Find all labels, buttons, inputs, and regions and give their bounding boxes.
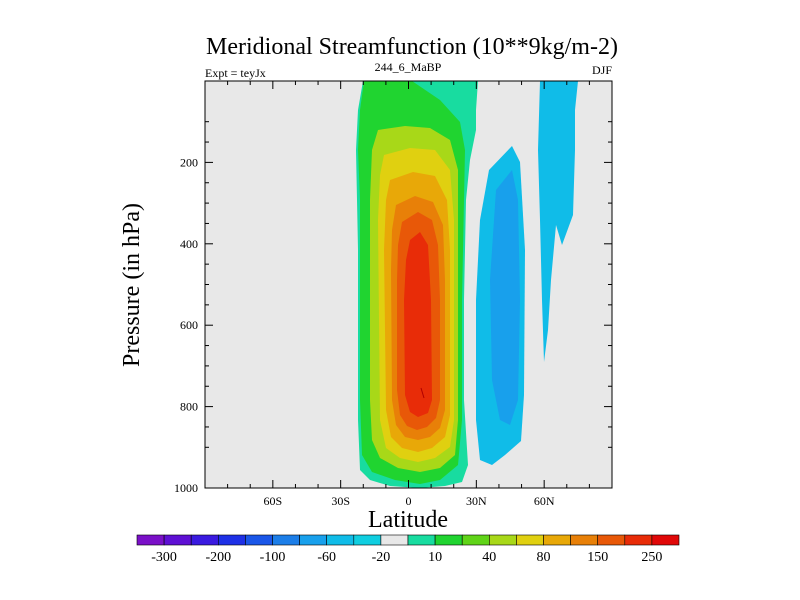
y-tick-label: 800 — [180, 400, 198, 414]
x-tick-label: 60N — [534, 494, 555, 508]
colorbar-swatch — [299, 534, 328, 546]
axis-ticks: 60S 30S 0 30N 60N 200 400 600 800 1000 — [174, 81, 612, 508]
colorbar-swatch — [163, 534, 192, 546]
y-tick-label: 400 — [180, 237, 198, 251]
x-tick-label: 30N — [466, 494, 487, 508]
colorbar-label: -100 — [260, 550, 286, 565]
colorbar-swatch — [353, 534, 382, 546]
colorbar-swatch — [218, 534, 246, 546]
colorbar-swatch — [190, 534, 219, 546]
colorbar-swatch — [543, 534, 571, 546]
chart-title: Meridional Streamfunction (10**9kg/m-2) — [206, 34, 618, 60]
colorbar-swatch — [245, 534, 273, 546]
colorbar-swatch — [651, 534, 680, 546]
y-tick-label: 1000 — [174, 481, 198, 495]
max-marker — [420, 387, 425, 399]
colorbar-swatch — [516, 534, 544, 546]
colorbar-label: 250 — [641, 550, 662, 565]
positive-contour-250 — [404, 232, 432, 417]
x-tick-label: 30S — [331, 494, 350, 508]
colorbar-swatch — [272, 534, 300, 546]
experiment-label: Expt = teyJx — [205, 66, 266, 80]
x-axis-label: Latitude — [368, 507, 448, 533]
plot-area: 60S 30S 0 30N 60N 200 400 600 800 1000 — [174, 80, 613, 508]
x-tick-label: 60S — [263, 494, 282, 508]
x-tick-label: 0 — [406, 494, 412, 508]
center-label: 244_6_MaBP — [375, 60, 442, 74]
colorbar-label: 40 — [482, 550, 496, 565]
colorbar-swatch — [407, 534, 436, 546]
colorbar-swatch — [488, 534, 517, 546]
season-label: DJF — [592, 63, 612, 77]
colorbar-label: 10 — [428, 550, 442, 565]
y-axis-label: Pressure (in hPa) — [119, 203, 145, 367]
colorbar-swatch — [597, 534, 626, 546]
colorbar-label: -60 — [317, 550, 336, 565]
y-tick-label: 200 — [180, 155, 198, 169]
colorbar-label: 150 — [587, 550, 608, 565]
y-tick-label: 600 — [180, 318, 198, 332]
colorbar-swatch — [434, 534, 463, 546]
negative-contour--20 — [538, 81, 578, 362]
colorbar-swatch — [570, 534, 598, 546]
colorbar-label: -200 — [205, 550, 231, 565]
colorbar-swatch — [380, 534, 409, 546]
colorbar-label: 80 — [537, 550, 551, 565]
colorbar-swatch — [136, 534, 165, 546]
colorbar-swatch — [326, 534, 355, 546]
colorbar-label: -300 — [151, 550, 177, 565]
colorbar-swatch — [461, 534, 490, 546]
colorbar: -300 -200 -100 -60 -20 10 40 80 150 250 — [136, 534, 680, 565]
colorbar-label: -20 — [372, 550, 391, 565]
colorbar-swatch — [624, 534, 653, 546]
negative-contour--40 — [490, 170, 520, 425]
